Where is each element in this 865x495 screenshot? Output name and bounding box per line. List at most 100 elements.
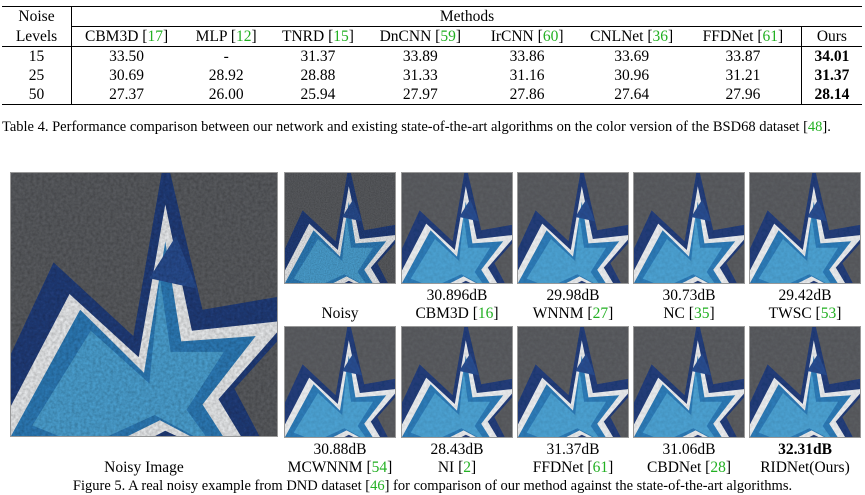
- column-header: CBM3D [17]: [71, 26, 182, 47]
- result-image: [284, 172, 396, 284]
- citation-link[interactable]: 15: [333, 28, 349, 45]
- table-cell: 30.96: [614, 67, 650, 84]
- column-name: CNLNet: [590, 28, 644, 45]
- header-levels: Levels: [2, 26, 73, 47]
- table-cell: 33.69: [614, 48, 650, 65]
- column-name: CBM3D: [85, 28, 139, 45]
- column-header: DnCNN [59]: [364, 26, 476, 47]
- method-name: MCWNNM: [287, 459, 363, 476]
- table-cell: 28.14: [800, 85, 862, 105]
- table-cell: 27.86: [475, 85, 579, 105]
- citation-link[interactable]: 61: [592, 459, 609, 476]
- method-name: TWSC: [768, 305, 812, 322]
- noisy-image-large: [10, 172, 278, 437]
- citation-link[interactable]: 12: [236, 28, 252, 45]
- citation-link[interactable]: 54: [371, 459, 388, 476]
- table-caption: Table 4. Performance comparison between …: [2, 119, 831, 135]
- figure-caption: Figure 5. A real noisy example from DND …: [72, 478, 793, 494]
- citation-link[interactable]: 17: [147, 28, 163, 45]
- result-image: [284, 326, 396, 438]
- result-image: [633, 172, 745, 284]
- table-cell: 28.88: [300, 67, 336, 84]
- table-cell: 27.64: [578, 85, 686, 105]
- column-name: DnCNN: [379, 28, 432, 45]
- table-cell: 34.01: [800, 46, 862, 66]
- column-header: MLP [12]: [181, 26, 272, 47]
- result-image: [749, 172, 861, 284]
- table-cell: 33.87: [725, 48, 761, 65]
- table-cell: 31.33: [402, 67, 438, 84]
- method-name: FFDNet: [532, 459, 584, 476]
- result-label: 29.42dB TWSC [53]: [741, 287, 865, 323]
- result-image: [401, 172, 513, 284]
- psnr-score: 31.37dB: [546, 441, 600, 458]
- header-methods: Methods: [71, 6, 862, 27]
- result-label: 30.896dB CBM3D [16]: [393, 287, 521, 323]
- method-name: WNNM: [532, 305, 584, 322]
- citation-link[interactable]: 35: [693, 305, 710, 322]
- result-label: 28.43dB NI [2]: [393, 441, 521, 477]
- table-cell: 27.96: [685, 85, 802, 105]
- result-label: Noisy: [276, 305, 404, 323]
- table-cell: -: [223, 48, 229, 65]
- table-cell: 33.89: [402, 48, 438, 65]
- psnr-score: 29.42dB: [778, 287, 832, 304]
- row-level: 50: [2, 85, 73, 105]
- column-name: FFDNet: [702, 28, 754, 45]
- column-header: CNLNet [36]: [578, 26, 686, 47]
- column-header: Ours: [800, 26, 862, 47]
- column-name: Ours: [816, 28, 847, 45]
- column-header: IrCNN [60]: [475, 26, 579, 47]
- table-cell: 31.37: [300, 48, 336, 65]
- table-cell: 31.16: [509, 67, 545, 84]
- column-name: IrCNN: [490, 28, 534, 45]
- method-name: NI: [437, 459, 455, 476]
- table-cell: 33.50: [109, 48, 144, 65]
- method-name: NC: [663, 305, 685, 322]
- table-cell: 31.37: [800, 66, 862, 85]
- method-name: Noisy: [321, 305, 359, 322]
- psnr-score: 30.896dB: [426, 287, 488, 304]
- citation-link[interactable]: 46: [370, 478, 385, 494]
- method-name: RIDNet(Ours): [760, 459, 850, 476]
- table-cell: 33.86: [509, 48, 545, 65]
- psnr-score: 28.43dB: [430, 441, 484, 458]
- header-noise: Noise: [2, 6, 73, 27]
- result-label: 30.73dB NC [35]: [625, 287, 753, 323]
- column-name: TNRD: [281, 28, 325, 45]
- comparison-table: Noise Methods Levels CBM3D [17] MLP [12] T…: [2, 6, 862, 105]
- result-label: 31.06dB CBDNet [28]: [625, 441, 753, 477]
- result-image: [517, 172, 629, 284]
- citation-link[interactable]: 48: [807, 119, 823, 135]
- citation-link[interactable]: 53: [820, 305, 837, 322]
- citation-link[interactable]: 27: [592, 305, 609, 322]
- citation-link[interactable]: 28: [710, 459, 726, 476]
- table-cell: 26.00: [181, 85, 272, 105]
- result-image: [633, 326, 745, 438]
- citation-link[interactable]: 59: [440, 28, 456, 45]
- citation-link[interactable]: 36: [652, 28, 669, 45]
- citation-link[interactable]: 16: [477, 305, 494, 322]
- table-cell: 27.97: [364, 85, 476, 105]
- result-image: [749, 326, 861, 438]
- column-header: TNRD [15]: [271, 26, 365, 47]
- table-cell: 28.92: [208, 67, 244, 84]
- psnr-score: 29.98dB: [546, 287, 600, 304]
- result-label: 29.98dB WNNM [27]: [509, 287, 637, 323]
- citation-link[interactable]: 61: [762, 28, 779, 45]
- result-image: [517, 326, 629, 438]
- psnr-score: 30.73dB: [662, 287, 716, 304]
- noisy-image-label: Noisy Image: [104, 459, 184, 476]
- table-cell: 30.69: [109, 67, 144, 84]
- psnr-score: 30.88dB: [313, 441, 367, 458]
- table-cell: 27.37: [71, 85, 182, 105]
- psnr-score: 32.31dB: [778, 441, 832, 458]
- method-name: CBDNet: [647, 459, 702, 476]
- psnr-score: 31.06dB: [662, 441, 716, 458]
- citation-link[interactable]: 2: [463, 459, 471, 476]
- method-name: CBM3D: [415, 305, 469, 322]
- row-level: 15: [2, 46, 73, 66]
- result-label: 30.88dB MCWNNM [54]: [276, 441, 404, 477]
- column-header: FFDNet [61]: [685, 26, 802, 47]
- citation-link[interactable]: 60: [542, 28, 559, 45]
